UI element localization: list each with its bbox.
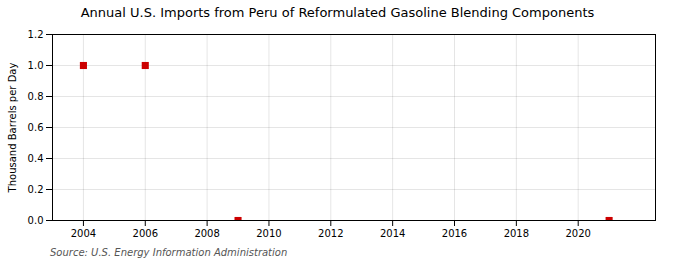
svg-text:2016: 2016 [442, 228, 467, 239]
svg-text:2012: 2012 [318, 228, 343, 239]
svg-text:Thousand Barrels per Day: Thousand Barrels per Day [7, 63, 18, 194]
svg-text:2018: 2018 [504, 228, 529, 239]
svg-text:2020: 2020 [565, 228, 590, 239]
html-text:Annual U.S. Imports from Peru: Annual U.S. Imports from Peru of Reformu… [80, 5, 595, 20]
svg-text:2008: 2008 [194, 228, 219, 239]
svg-text:0.0: 0.0 [28, 215, 44, 226]
svg-text:2014: 2014 [380, 228, 405, 239]
svg-text:0.4: 0.4 [28, 153, 44, 164]
svg-text:0.8: 0.8 [28, 91, 44, 102]
svg-text:0.6: 0.6 [28, 122, 44, 133]
svg-text:1.0: 1.0 [28, 60, 44, 71]
svg-text:1.2: 1.2 [28, 29, 44, 40]
svg-text:2010: 2010 [256, 228, 281, 239]
svg-text:0.2: 0.2 [28, 184, 44, 195]
html-text:Source: U.S. Energy Informatio: Source: U.S. Energy Information Administ… [50, 247, 288, 258]
svg-text:2004: 2004 [71, 228, 96, 239]
svg-text:2006: 2006 [133, 228, 158, 239]
